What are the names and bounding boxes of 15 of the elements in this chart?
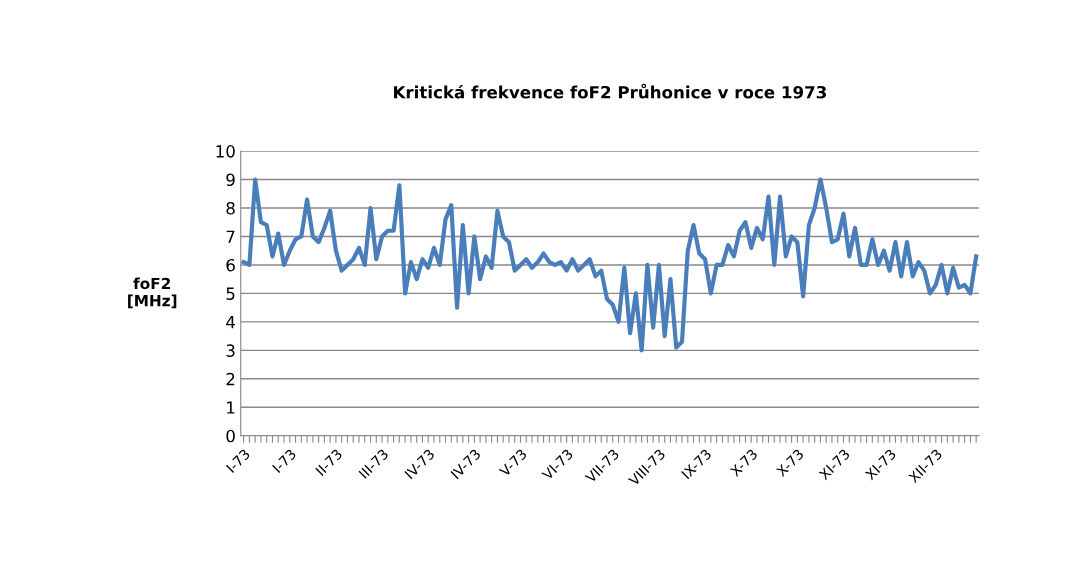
y-tick-label: 7 (226, 230, 235, 243)
y-tick-label: 4 (226, 316, 235, 329)
y-axis-title: foF2 [MHz] (128, 277, 177, 309)
chart-title: Kritická frekvence foF2 Průhonice v roce 1973 (394, 83, 826, 99)
y-tick-label: 3 (226, 344, 235, 357)
x-tick-label: I-73 (225, 448, 251, 474)
y-tick-label: 0 (226, 429, 235, 443)
y-tick-label: 10 (216, 145, 235, 158)
y-tick-label: 2 (226, 372, 235, 386)
y-tick-label: 6 (226, 258, 235, 272)
line-series (241, 177, 979, 353)
y-tick-label: 8 (226, 201, 235, 215)
y-tick-label: 1 (227, 401, 235, 414)
y-tick-label: 9 (226, 173, 235, 187)
y-tick-label: 5 (226, 287, 235, 300)
